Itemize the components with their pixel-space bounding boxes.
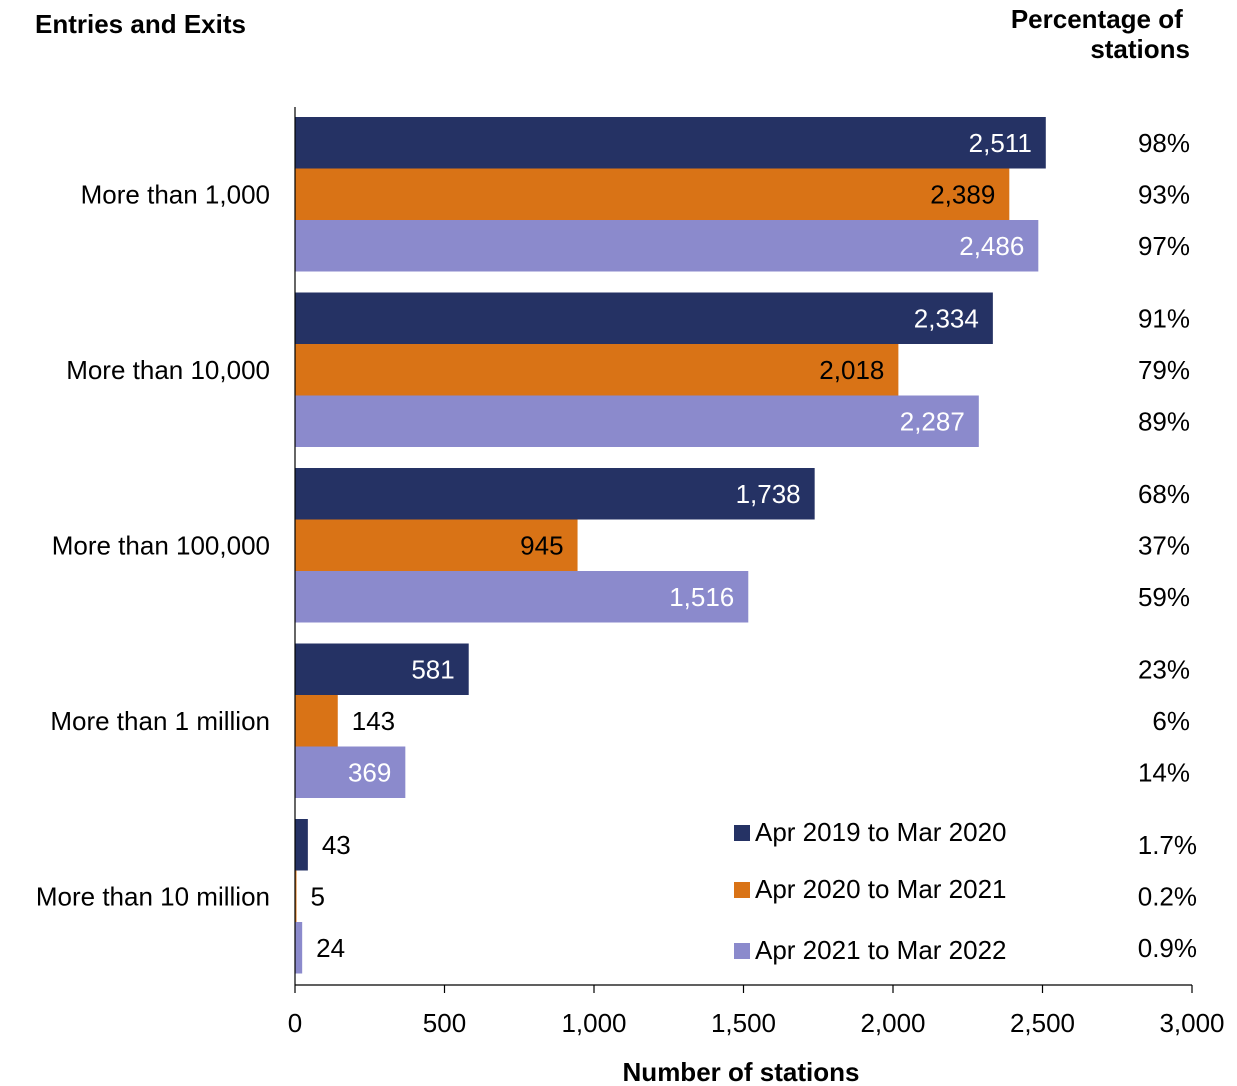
bar <box>295 292 993 344</box>
value-label: 2,334 <box>914 303 979 333</box>
value-label: 2,389 <box>930 179 995 209</box>
bars-layer <box>295 117 1046 974</box>
value-label: 5 <box>310 881 324 911</box>
percentage-label: 23% <box>1138 654 1190 684</box>
value-label: 43 <box>322 830 351 860</box>
x-tick-label: 1,500 <box>711 1008 776 1038</box>
percentage-label: 6% <box>1152 706 1190 736</box>
percentage-label: 89% <box>1138 406 1190 436</box>
percentage-label: 1.7% <box>1138 830 1197 860</box>
x-tick-label: 500 <box>423 1008 466 1038</box>
value-labels-layer: 2,511 2,389 2,486 2,334 2,018 2,287 1,738 945 1,… <box>310 128 1031 963</box>
percentage-label: 37% <box>1138 530 1190 560</box>
percentage-header-line-1: Percentage of <box>1011 4 1183 34</box>
value-label: 2,018 <box>819 355 884 385</box>
category-label: More than 1 million <box>50 706 270 736</box>
percentage-label: 79% <box>1138 355 1190 385</box>
x-tick-label: 2,000 <box>860 1008 925 1038</box>
percentage-label: 0.2% <box>1138 881 1197 911</box>
percentage-header: Percentage of stations <box>1011 4 1190 64</box>
value-label: 2,486 <box>959 231 1024 261</box>
bar <box>295 571 749 623</box>
legend-swatch <box>734 882 750 898</box>
legend-label: Apr 2019 to Mar 2020 <box>755 817 1007 847</box>
value-label: 369 <box>348 757 391 787</box>
value-label: 1,516 <box>669 582 734 612</box>
percentage-header-line-2: stations <box>1090 34 1190 64</box>
value-label: 2,287 <box>900 406 965 436</box>
bar <box>295 168 1010 220</box>
category-labels-layer: More than 1,000 More than 10,000 More than… <box>36 179 270 911</box>
bar <box>295 344 899 396</box>
percentage-label: 97% <box>1138 231 1190 261</box>
y-axis-header: Entries and Exits <box>35 9 246 39</box>
percentage-label: 59% <box>1138 582 1190 612</box>
category-label: More than 100,000 <box>52 530 270 560</box>
x-tick-label: 0 <box>288 1008 302 1038</box>
x-tick-label: 3,000 <box>1159 1008 1224 1038</box>
bar <box>295 922 303 974</box>
category-label: More than 1,000 <box>81 179 270 209</box>
bar <box>295 395 979 447</box>
percentage-labels-layer: 98% 93% 97% 91% 79% 89% 68% 37% 59% 23% 6% 14% 1.7% 0… <box>1138 128 1197 963</box>
category-label: More than 10,000 <box>66 355 270 385</box>
x-ticks-layer: 0 500 1,000 1,500 2,000 2,500 3,000 <box>288 985 1225 1038</box>
bar <box>295 220 1039 272</box>
value-label: 581 <box>411 654 454 684</box>
bar <box>295 643 469 695</box>
bar <box>295 870 297 922</box>
legend-swatch <box>734 943 750 959</box>
percentage-label: 68% <box>1138 479 1190 509</box>
x-axis-title: Number of stations <box>623 1057 860 1086</box>
legend-label: Apr 2021 to Mar 2022 <box>755 935 1007 965</box>
x-tick-label: 2,500 <box>1010 1008 1075 1038</box>
bar <box>295 746 406 798</box>
value-label: 2,511 <box>969 128 1032 158</box>
bar <box>295 695 338 747</box>
bar <box>295 819 308 871</box>
legend: Apr 2019 to Mar 2020 Apr 2020 to Mar 2021… <box>734 817 1007 965</box>
legend-label: Apr 2020 to Mar 2021 <box>755 874 1007 904</box>
value-label: 143 <box>352 706 395 736</box>
percentage-label: 91% <box>1138 303 1190 333</box>
percentage-label: 14% <box>1138 757 1190 787</box>
percentage-label: 98% <box>1138 128 1190 158</box>
legend-swatch <box>734 825 750 841</box>
value-label: 24 <box>316 933 345 963</box>
category-label: More than 10 million <box>36 881 270 911</box>
bar <box>295 519 578 571</box>
x-tick-label: 1,000 <box>561 1008 626 1038</box>
bar <box>295 468 815 520</box>
percentage-label: 93% <box>1138 179 1190 209</box>
bar <box>295 117 1046 169</box>
value-label: 945 <box>520 530 563 560</box>
percentage-label: 0.9% <box>1138 933 1197 963</box>
value-label: 1,738 <box>736 479 801 509</box>
